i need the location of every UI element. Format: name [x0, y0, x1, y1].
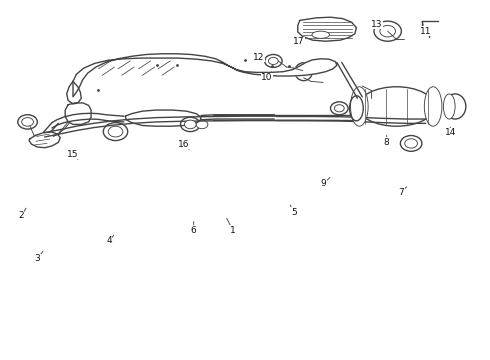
- Polygon shape: [73, 54, 337, 97]
- Ellipse shape: [405, 139, 417, 148]
- Text: 9: 9: [320, 179, 326, 188]
- Ellipse shape: [184, 120, 196, 129]
- Text: 10: 10: [261, 73, 273, 82]
- Text: 15: 15: [67, 150, 79, 159]
- Ellipse shape: [331, 102, 348, 115]
- Ellipse shape: [358, 87, 435, 126]
- Ellipse shape: [265, 54, 282, 67]
- Text: 4: 4: [106, 237, 112, 246]
- Ellipse shape: [374, 21, 401, 41]
- Text: 8: 8: [384, 138, 390, 147]
- Ellipse shape: [443, 94, 455, 119]
- Ellipse shape: [312, 31, 330, 39]
- Ellipse shape: [180, 117, 200, 132]
- Text: 12: 12: [253, 53, 265, 62]
- Text: 17: 17: [293, 37, 304, 46]
- Ellipse shape: [196, 120, 208, 129]
- Text: 3: 3: [34, 255, 40, 264]
- Ellipse shape: [18, 115, 37, 129]
- Text: 6: 6: [191, 226, 196, 235]
- Ellipse shape: [380, 26, 395, 37]
- Ellipse shape: [424, 87, 442, 126]
- Polygon shape: [67, 81, 81, 104]
- Text: 1: 1: [230, 226, 236, 235]
- Ellipse shape: [350, 87, 368, 126]
- Text: 2: 2: [19, 211, 24, 220]
- Text: 14: 14: [444, 128, 456, 137]
- Text: 11: 11: [420, 27, 432, 36]
- Text: 13: 13: [371, 19, 383, 28]
- Ellipse shape: [269, 57, 278, 64]
- Ellipse shape: [400, 135, 422, 151]
- Ellipse shape: [22, 118, 33, 126]
- Ellipse shape: [108, 126, 123, 137]
- Ellipse shape: [103, 123, 128, 140]
- Polygon shape: [65, 103, 91, 125]
- Polygon shape: [298, 17, 356, 41]
- Text: 16: 16: [178, 140, 190, 149]
- Polygon shape: [125, 110, 201, 126]
- Text: 5: 5: [291, 208, 297, 217]
- Text: 7: 7: [398, 188, 404, 197]
- Ellipse shape: [334, 105, 344, 112]
- Polygon shape: [29, 132, 60, 148]
- Ellipse shape: [444, 94, 466, 119]
- Ellipse shape: [295, 63, 313, 81]
